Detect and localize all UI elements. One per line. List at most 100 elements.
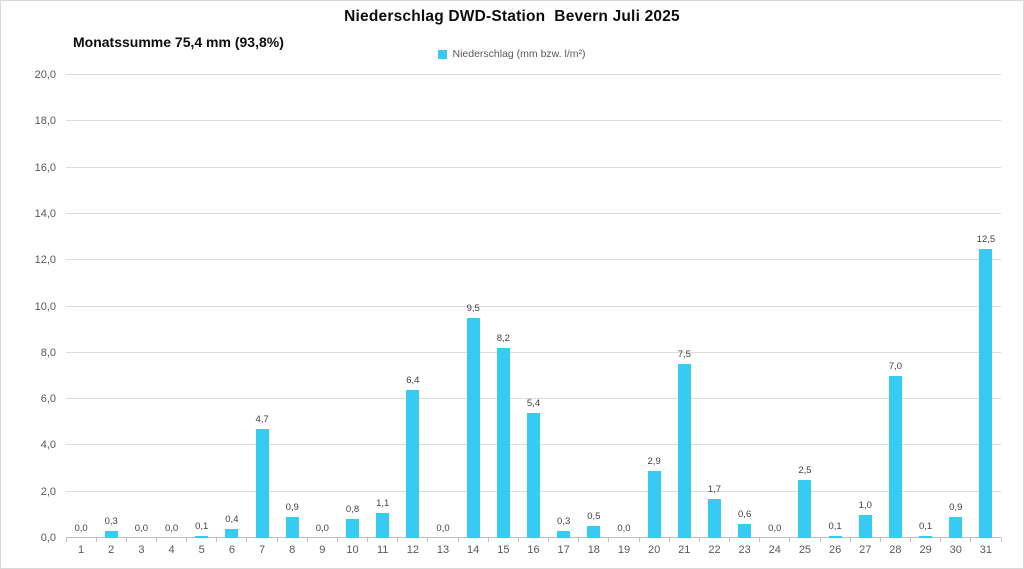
x-axis-tick-label: 13	[436, 544, 450, 556]
x-axis-tick-label: 9	[319, 544, 326, 556]
bar-value-label: 0,3	[557, 516, 571, 528]
bar-value-label: 2,5	[798, 465, 812, 477]
bar-value-label: 0,0	[134, 523, 148, 534]
x-axis-tick	[246, 538, 248, 542]
x-axis-tick	[216, 538, 218, 542]
bar-value-label: 0,3	[104, 516, 118, 528]
y-axis-tick-label: 2,0	[40, 485, 56, 498]
gridline	[66, 398, 1001, 400]
gridline	[66, 305, 1001, 307]
bar	[888, 375, 902, 538]
bar	[587, 526, 601, 538]
gridline	[66, 351, 1001, 353]
bar-value-label: 0,9	[285, 502, 299, 514]
bar	[466, 318, 480, 538]
x-axis-tick-label: 12	[406, 544, 419, 556]
bar	[527, 413, 540, 538]
bar	[677, 364, 691, 538]
x-axis-tick	[910, 538, 912, 542]
bar	[346, 519, 360, 538]
x-axis-tick-label: 2	[108, 544, 115, 556]
bar	[707, 498, 721, 538]
bar-value-label: 0,4	[225, 513, 239, 525]
x-axis-tick	[517, 538, 519, 542]
x-axis-tick-label: 30	[949, 544, 962, 556]
y-axis-tick-label: 14,0	[34, 207, 56, 220]
x-axis-tick-label: 11	[376, 544, 389, 556]
x-axis-tick	[698, 538, 700, 542]
bar-value-label: 9,5	[466, 303, 480, 315]
y-axis-tick-label: 16,0	[34, 161, 56, 174]
bar-value-label: 0,1	[195, 520, 209, 532]
x-axis-tick-label: 19	[617, 544, 631, 556]
x-axis-tick-label: 28	[889, 544, 902, 556]
y-axis-tick-label: 10,0	[34, 300, 56, 313]
y-axis-tick-label: 6,0	[40, 393, 56, 406]
y-axis-tick-label: 12,0	[34, 254, 56, 267]
bar-value-label: 0,5	[587, 511, 601, 523]
chart-title: Niederschlag DWD-Station Bevern Juli 202…	[344, 8, 680, 25]
bar-value-label: 0,0	[768, 523, 782, 534]
bar-value-label: 0,0	[436, 523, 450, 534]
x-axis-tick-label: 5	[198, 544, 205, 556]
bar	[557, 531, 571, 538]
x-axis-tick	[125, 538, 127, 542]
x-axis-tick	[638, 538, 640, 542]
bar-value-label: 7,5	[677, 349, 691, 361]
legend: Niederschlag (mm bzw. l/m²)	[1, 48, 1023, 60]
x-axis-tick	[789, 538, 791, 542]
x-axis-tick	[879, 538, 881, 542]
bar	[104, 531, 118, 538]
x-axis-tick	[186, 538, 188, 542]
bar-value-label: 7,0	[888, 360, 903, 372]
x-axis-tick	[849, 538, 851, 542]
x-axis-tick-label: 22	[708, 544, 721, 556]
x-axis-tick	[155, 538, 157, 542]
x-axis-tick	[729, 538, 731, 542]
x-axis-tick-label: 7	[258, 544, 266, 556]
bar-value-label: 4,7	[255, 414, 269, 426]
bar	[798, 480, 812, 538]
bar	[255, 429, 269, 538]
y-axis-tick-label: 18,0	[34, 115, 56, 128]
bar-value-label: 0,8	[345, 504, 360, 516]
y-axis-tick-label: 20,0	[34, 69, 56, 81]
x-axis-tick-label: 23	[738, 544, 751, 556]
x-axis-tick	[95, 538, 97, 542]
bar-value-label: 12,5	[976, 233, 996, 245]
x-axis-tick	[578, 538, 580, 542]
x-axis-tick	[457, 538, 459, 542]
bar-value-label: 0,0	[617, 523, 631, 534]
x-axis-tick-label: 16	[527, 544, 540, 556]
bar	[406, 389, 420, 538]
x-axis-tick-label: 26	[828, 544, 842, 556]
x-axis-tick	[608, 538, 610, 542]
bar	[949, 517, 963, 538]
bar	[647, 470, 661, 538]
x-axis-tick	[487, 538, 489, 542]
bar-value-label: 0,0	[74, 523, 88, 534]
x-axis-tick-label: 20	[648, 544, 661, 556]
chart-subtitle: Monatssumme 75,4 mm (93,8%)	[73, 34, 284, 50]
x-axis-tick-label: 29	[919, 544, 932, 556]
legend-label: Niederschlag (mm bzw. l/m²)	[452, 48, 586, 60]
x-axis-tick	[940, 538, 942, 542]
gridline	[66, 259, 1001, 261]
y-axis-tick-label: 0,0	[40, 532, 56, 544]
x-axis-tick-label: 15	[497, 544, 510, 556]
x-axis-tick-label: 24	[768, 544, 781, 556]
gridline	[66, 74, 1001, 75]
x-axis-tick	[427, 538, 429, 542]
bar	[376, 512, 390, 538]
x-axis-tick	[336, 538, 338, 542]
x-axis-tick	[306, 538, 308, 542]
plot-area: 0,0 2,0 4,0 6,0 8,0 10,0 12,0 14,0 16,0 18,0 20,0 0…	[35, 69, 1002, 556]
bar	[828, 535, 842, 538]
bar-value-label: 0,6	[738, 509, 752, 521]
x-axis-tick-label: 6	[228, 544, 235, 556]
x-axis-tick	[397, 538, 399, 542]
bar	[496, 348, 510, 538]
x-axis-tick-label: 25	[798, 544, 812, 556]
bar-value-label: 0,1	[828, 520, 842, 532]
